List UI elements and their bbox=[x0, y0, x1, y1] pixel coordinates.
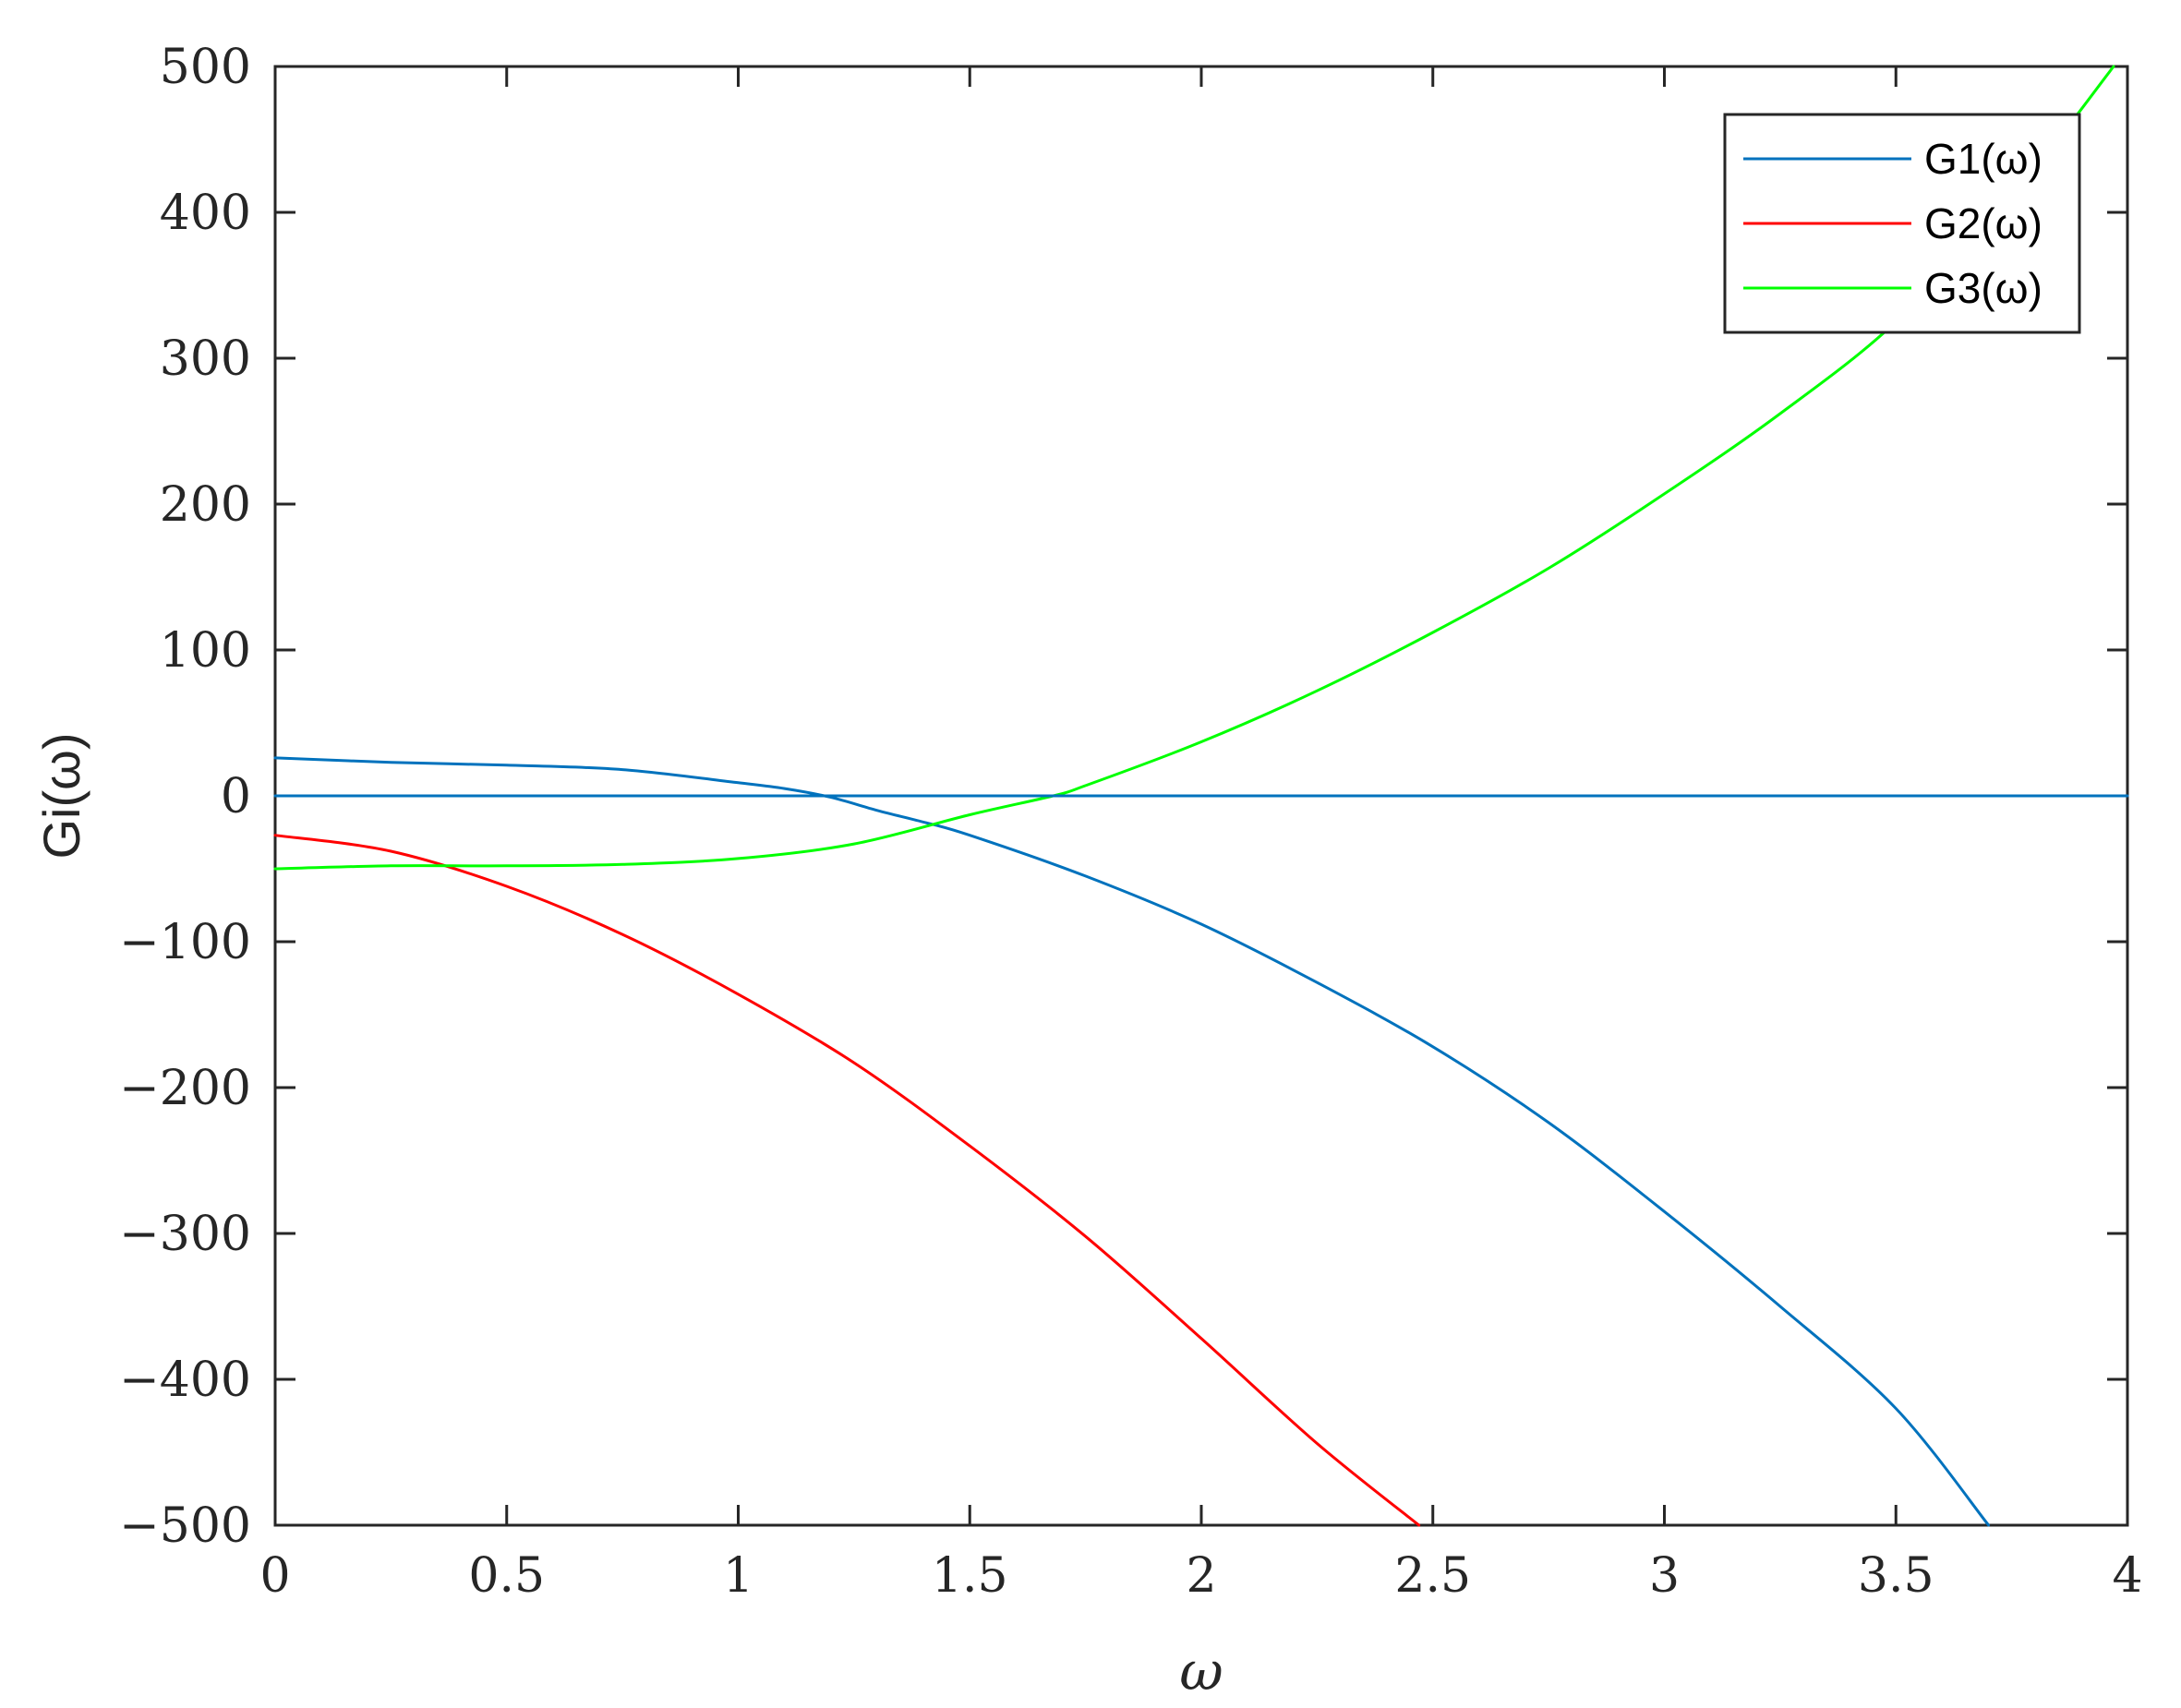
y-tick-label: −400 bbox=[119, 1353, 251, 1408]
legend-label-g1: G1(ω) bbox=[1924, 135, 2042, 183]
x-tick-label: 0 bbox=[259, 1548, 290, 1604]
x-tick-label: 3 bbox=[1649, 1548, 1680, 1604]
x-axis-label: ω bbox=[1179, 1640, 1223, 1702]
x-tick-label: 0.5 bbox=[468, 1548, 545, 1604]
x-tick-label: 2 bbox=[1186, 1548, 1216, 1604]
series-g2-line bbox=[273, 834, 1421, 1527]
y-tick-label: −300 bbox=[119, 1207, 251, 1262]
series-g3-line bbox=[273, 65, 2115, 871]
y-tick-label: −100 bbox=[119, 915, 251, 970]
x-tick-label: 1.5 bbox=[932, 1548, 1008, 1604]
series-group bbox=[273, 65, 2129, 1527]
y-tick-label: 300 bbox=[160, 331, 251, 387]
y-tick-label: 200 bbox=[160, 477, 251, 533]
y-axis-label: Gi(ω) bbox=[32, 732, 90, 859]
x-tick-label: 1 bbox=[723, 1548, 753, 1604]
x-tick-label: 3.5 bbox=[1858, 1548, 1934, 1604]
y-tick-label: 0 bbox=[221, 769, 251, 824]
y-tick-label: −200 bbox=[119, 1061, 251, 1116]
legend: G1(ω) G2(ω) G3(ω) bbox=[1723, 113, 2081, 334]
x-tick-label: 4 bbox=[2112, 1548, 2142, 1604]
legend-label-g2: G2(ω) bbox=[1924, 199, 2042, 247]
series-g1-line bbox=[273, 756, 1991, 1527]
x-tick-label: 2.5 bbox=[1394, 1548, 1471, 1604]
legend-label-g3: G3(ω) bbox=[1924, 264, 2042, 312]
y-ticks: −500 −400 −300 −200 −100 0 100 200 300 400 500 bbox=[119, 40, 2127, 1554]
y-tick-label: 500 bbox=[160, 40, 251, 95]
y-tick-label: −500 bbox=[119, 1498, 251, 1554]
y-tick-label: 100 bbox=[160, 623, 251, 679]
y-tick-label: 400 bbox=[160, 186, 251, 241]
x-ticks: 0 0.5 1 1.5 2 2.5 3 3.5 4 bbox=[259, 66, 2143, 1604]
